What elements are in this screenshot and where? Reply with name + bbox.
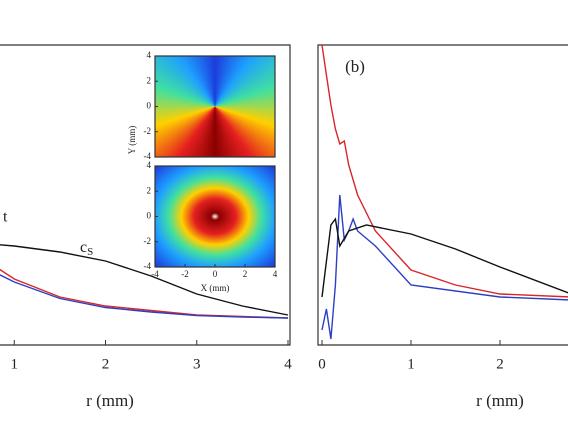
x-tick-label: 0 [213,269,218,279]
line-series [321,44,568,298]
x-tick-label: 2 [243,269,248,279]
y-tick-label: 4 [147,50,152,60]
line-series [321,194,568,340]
panel-label: (b) [345,57,365,76]
annotation: cS [80,239,93,258]
axes-frame [0,44,291,346]
annotation-text: c [80,239,87,256]
y-tick-label: 0 [147,101,152,111]
line-series [0,244,289,316]
annotation: t [3,209,8,226]
y-tick-label: -4 [144,261,152,271]
inset-image [155,166,275,267]
x-tick-label: 1 [11,356,19,372]
y-tick-label: 0 [147,211,152,221]
x-tick-label: 4 [273,269,278,279]
x-tick-label: 2 [496,356,504,372]
y-tick-label: -2 [144,126,152,136]
x-tick-label: -4 [151,269,159,279]
x-axis-label: r (mm) [476,391,524,410]
x-tick-label: 1 [407,356,415,372]
y-tick-label: 4 [147,160,152,170]
x-axis-label: r (mm) [86,391,134,410]
y-axis-label: Y (mm) [127,126,137,154]
x-axis-label: X (mm) [201,283,230,293]
y-tick-label: 2 [147,75,152,85]
x-tick-label: -2 [181,269,189,279]
y-tick-label: -2 [144,236,152,246]
line-series [0,274,289,319]
annotation-sub: S [87,246,93,258]
y-tick-label: 2 [147,185,152,195]
axes-frame [317,44,568,346]
inset-image [155,56,275,157]
spiral-pattern [155,56,275,157]
line-series [321,217,568,298]
x-tick-label: 3 [193,356,201,372]
y-tick-label: -4 [144,151,152,161]
x-tick-label: 2 [102,356,110,372]
x-tick-label: 4 [284,356,292,372]
x-tick-label: 0 [318,356,326,372]
